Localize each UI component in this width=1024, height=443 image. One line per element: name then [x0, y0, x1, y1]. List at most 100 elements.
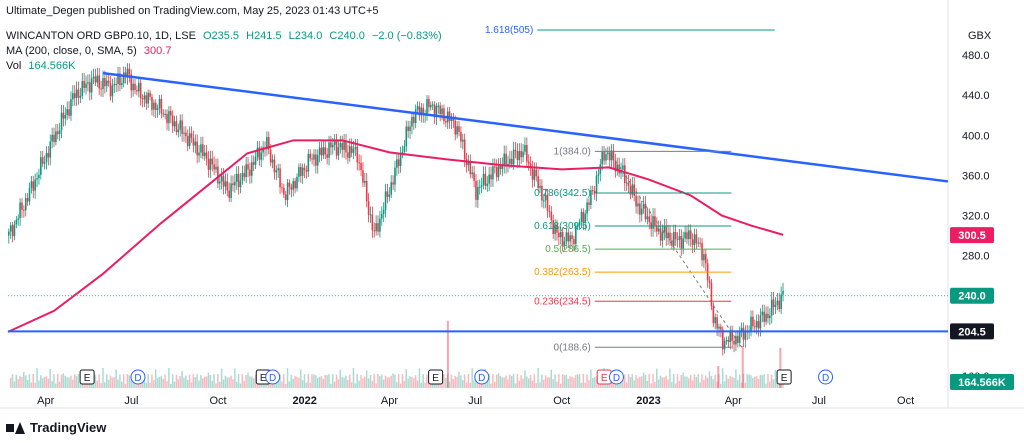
volume-tag: [950, 374, 1014, 390]
candle-body: [30, 181, 33, 188]
volume-bar: [663, 377, 666, 388]
volume-bar: [622, 379, 624, 388]
x-tick-label: 2023: [636, 395, 660, 407]
candle-body: [375, 223, 377, 232]
candle-body: [552, 220, 555, 235]
candle-body: [275, 170, 278, 173]
candle-body: [266, 137, 268, 150]
volume-bar: [740, 382, 743, 388]
volume-bar: [657, 379, 660, 388]
volume-bar: [45, 376, 48, 388]
volume-bar: [190, 382, 193, 388]
candle-body: [218, 181, 221, 184]
volume-bar: [731, 376, 733, 388]
fib-level-label: 1(384.0): [554, 146, 591, 157]
volume-bar: [510, 376, 513, 388]
candle-body: [778, 300, 781, 310]
candle-body: [556, 224, 558, 233]
candle-body: [640, 208, 643, 215]
candle-body: [213, 164, 215, 170]
dividend-marker: [608, 369, 624, 385]
volume-bar: [542, 379, 545, 388]
volume-bar: [377, 374, 379, 388]
volume-bar: [222, 379, 225, 388]
volume-bar: [328, 374, 330, 388]
candle-body: [737, 336, 739, 343]
volume-bar: [656, 368, 658, 388]
candle-body: [456, 126, 458, 135]
candle-body: [657, 228, 660, 232]
candle-body: [94, 76, 97, 83]
candle-body: [774, 304, 777, 308]
volume-bar: [145, 382, 148, 388]
candle-body: [550, 211, 553, 221]
candle-body: [81, 81, 84, 96]
candle-body: [541, 185, 543, 201]
candle-body: [17, 218, 20, 220]
candle-body: [188, 133, 191, 147]
volume-bar: [34, 382, 36, 388]
volume-bar: [494, 381, 496, 388]
candle-body: [109, 83, 112, 97]
volume-bar: [53, 374, 55, 388]
volume-bar: [639, 376, 641, 388]
candle-body: [256, 147, 259, 158]
y-tick-label: 360.0: [962, 170, 990, 182]
candle-body: [680, 235, 683, 249]
volume-bar: [755, 376, 758, 388]
candle-body: [433, 104, 436, 118]
candle-body: [72, 93, 74, 100]
candle-body: [382, 209, 385, 214]
candle-body: [527, 161, 530, 164]
volume-bar: [588, 380, 590, 388]
candle-body: [354, 147, 357, 149]
candle-body: [597, 173, 600, 176]
volume-bar: [392, 373, 394, 388]
volume-bar: [512, 374, 515, 388]
volume-bar: [326, 375, 328, 388]
volume-bar: [552, 379, 554, 388]
candle-body: [695, 234, 698, 244]
candle-body: [667, 232, 669, 238]
volume-bar: [228, 377, 230, 388]
volume-bar: [119, 374, 121, 388]
candle-body: [682, 238, 684, 249]
candle-body: [226, 181, 229, 191]
candle-body: [98, 75, 101, 89]
volume-bar: [595, 376, 598, 388]
candle-body: [202, 144, 204, 156]
fib-level-label: 0.618(309.5): [534, 221, 591, 232]
volume-bar: [635, 375, 637, 388]
volume-spike-bar: [446, 320, 449, 388]
candle-body: [203, 152, 206, 156]
volume-bar: [113, 377, 115, 388]
candle-body: [516, 151, 519, 160]
candle-body: [674, 231, 677, 240]
volume-bar: [490, 383, 492, 388]
fib-level-label: 0.382(263.5): [534, 267, 591, 278]
volume-bar: [757, 378, 760, 388]
volume-bar: [561, 374, 564, 388]
volume-bar: [744, 382, 747, 388]
candle-body: [11, 225, 14, 237]
volume-bar: [569, 376, 571, 388]
volume-bar: [316, 378, 319, 388]
candle-body: [386, 191, 389, 197]
volume-bar: [252, 378, 255, 388]
volume-bar: [420, 382, 423, 388]
volume-bar: [533, 374, 536, 388]
candle-body: [122, 72, 125, 84]
volume-bar: [390, 375, 392, 388]
candle-body: [454, 120, 457, 135]
candle-body: [365, 180, 368, 202]
candle-body: [154, 102, 157, 110]
volume-bar: [292, 378, 294, 388]
candle-body: [77, 89, 80, 98]
volume-bar: [379, 376, 381, 388]
candle-body: [503, 153, 506, 166]
candle-body: [102, 78, 104, 90]
candle-body: [608, 152, 611, 161]
candle-body: [612, 150, 615, 161]
volume-bar: [580, 382, 583, 388]
